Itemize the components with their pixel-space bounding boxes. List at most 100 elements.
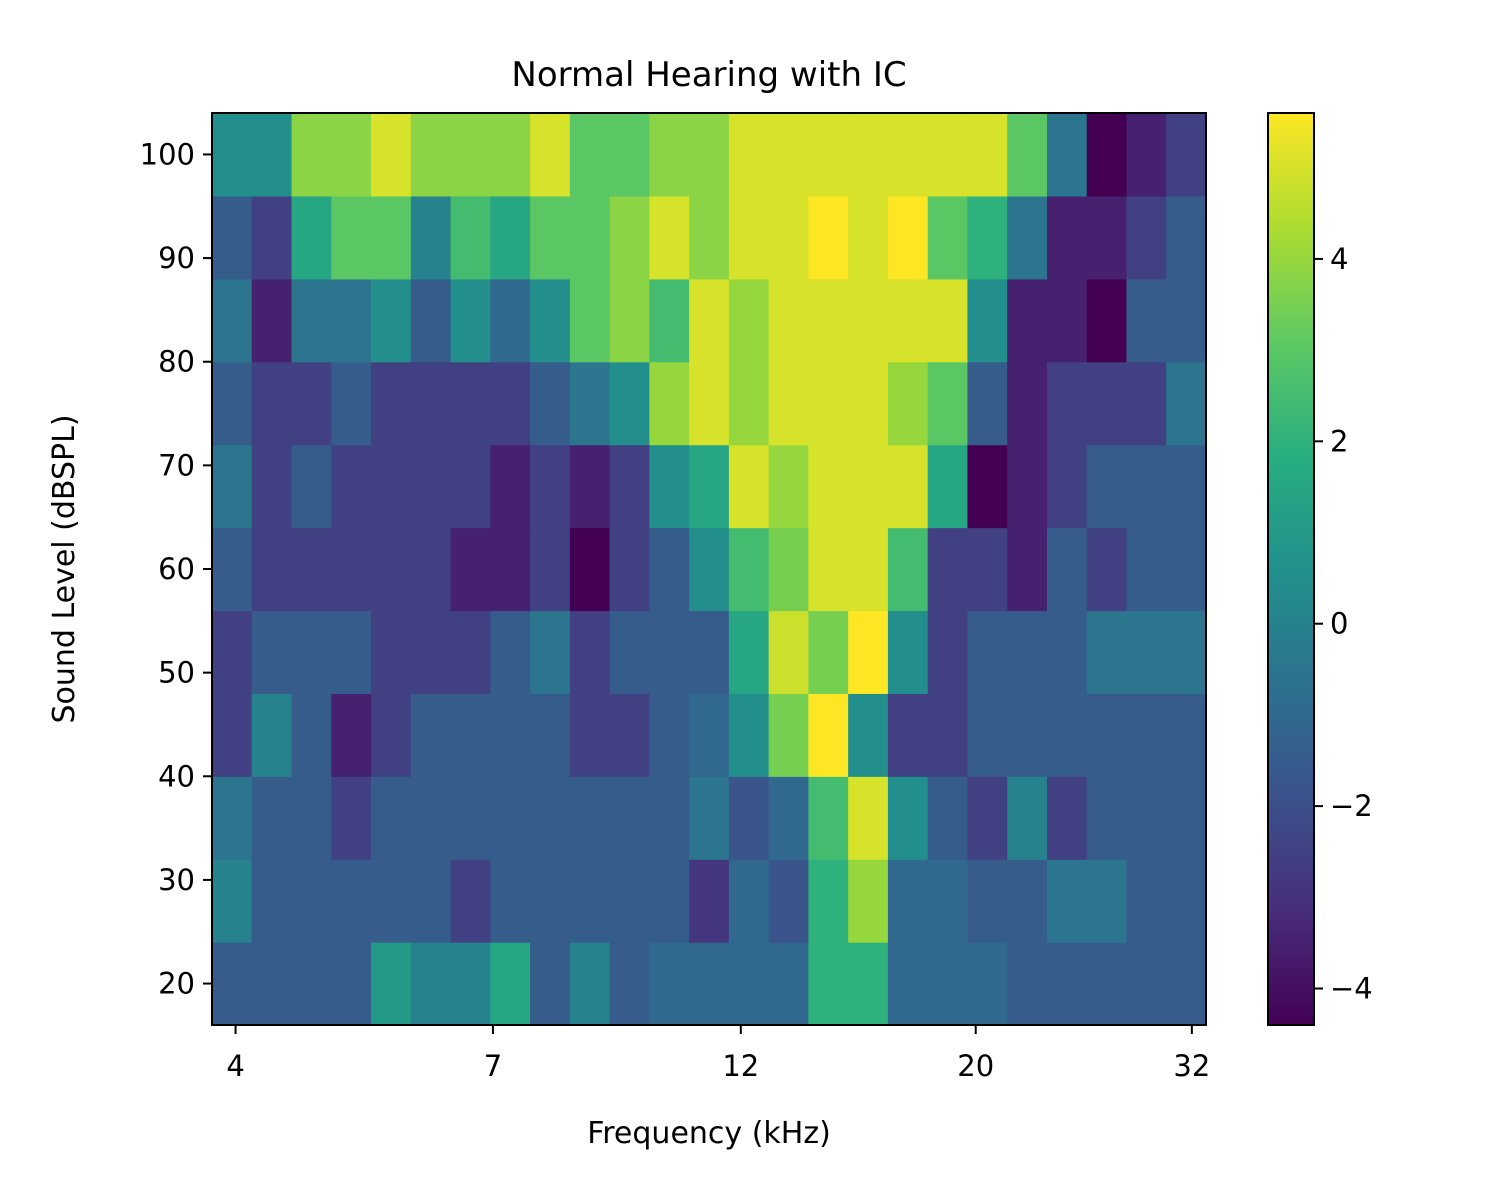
heatmap-cell bbox=[887, 444, 929, 529]
heatmap-cell bbox=[490, 610, 531, 694]
heatmap-cell bbox=[848, 610, 889, 694]
heatmap-cell bbox=[371, 859, 412, 943]
heatmap-cell bbox=[967, 693, 1008, 777]
heatmap-cell bbox=[689, 361, 730, 446]
heatmap-cell bbox=[887, 693, 929, 777]
heatmap-cell bbox=[569, 527, 611, 612]
heatmap-cell bbox=[410, 361, 452, 446]
heatmap-cell bbox=[530, 942, 571, 1026]
chart-title: Normal Hearing with IC bbox=[511, 55, 906, 95]
heatmap-cell bbox=[331, 527, 372, 612]
heatmap-cell bbox=[1166, 195, 1207, 280]
heatmap-cell bbox=[291, 444, 332, 529]
heatmap-cell bbox=[251, 942, 293, 1026]
heatmap-cell bbox=[808, 610, 849, 694]
heatmap-cell bbox=[371, 610, 412, 694]
heatmap-cell bbox=[450, 278, 491, 363]
heatmap-cell bbox=[848, 942, 889, 1026]
heatmap-cell bbox=[1046, 195, 1088, 280]
heatmap-cell bbox=[1046, 610, 1088, 694]
heatmap-cell bbox=[848, 444, 889, 529]
heatmap-cell bbox=[410, 776, 452, 860]
heatmap-cell bbox=[212, 113, 253, 197]
heatmap-cell bbox=[927, 527, 969, 612]
y-tick-label: 80 bbox=[158, 345, 195, 379]
heatmap-cell bbox=[689, 195, 730, 280]
heatmap-cell bbox=[927, 859, 969, 943]
heatmap-cell bbox=[410, 693, 452, 777]
heatmap-cell bbox=[1086, 859, 1128, 943]
heatmap-cell bbox=[410, 444, 452, 529]
heatmap-cell bbox=[212, 195, 253, 280]
heatmap-cell bbox=[212, 942, 253, 1026]
heatmap-cell bbox=[530, 859, 571, 943]
heatmap-cell bbox=[848, 693, 889, 777]
heatmap-cell bbox=[490, 942, 531, 1026]
heatmap-cell bbox=[371, 278, 412, 363]
heatmap-cell bbox=[848, 859, 889, 943]
heatmap-cell bbox=[808, 942, 849, 1026]
heatmap-cell bbox=[410, 610, 452, 694]
heatmap-cell bbox=[212, 859, 253, 943]
heatmap-cell bbox=[1126, 776, 1167, 860]
heatmap-cell bbox=[1046, 942, 1088, 1026]
heatmap-cell bbox=[728, 693, 770, 777]
heatmap-cell bbox=[689, 527, 730, 612]
colorbar-tick-label: 2 bbox=[1330, 424, 1348, 458]
heatmap-cell bbox=[1007, 444, 1048, 529]
heatmap-cell bbox=[967, 278, 1008, 363]
heatmap-cell bbox=[450, 942, 491, 1026]
heatmap-cell bbox=[1046, 444, 1088, 529]
x-axis-label: Frequency (kHz) bbox=[587, 1116, 831, 1151]
heatmap-cell bbox=[1007, 278, 1048, 363]
heatmap-cell bbox=[1166, 527, 1207, 612]
heatmap-cell bbox=[649, 610, 690, 694]
heatmap-cell bbox=[530, 113, 571, 197]
heatmap-cell bbox=[887, 776, 929, 860]
heatmap-cell bbox=[768, 113, 809, 197]
heatmap-cell bbox=[887, 942, 929, 1026]
heatmap-cell bbox=[728, 527, 770, 612]
heatmap-cell bbox=[530, 527, 571, 612]
heatmap-cell bbox=[212, 776, 253, 860]
heatmap-cell bbox=[1086, 693, 1128, 777]
y-tick-label: 70 bbox=[158, 448, 195, 482]
y-axis-ticks: 20 30 40 50 60 70 80 90 100 bbox=[140, 137, 212, 1001]
heatmap-cell bbox=[530, 444, 571, 529]
heatmap-cell bbox=[212, 278, 253, 363]
heatmap-cell bbox=[609, 361, 650, 446]
heatmap-cell bbox=[371, 361, 412, 446]
heatmap-cell bbox=[1166, 610, 1207, 694]
heatmap-cell bbox=[808, 361, 849, 446]
heatmap-cell bbox=[1086, 942, 1128, 1026]
heatmap-cell bbox=[251, 610, 293, 694]
heatmap-cell bbox=[1126, 693, 1167, 777]
heatmap-cell bbox=[768, 527, 809, 612]
heatmap-cell bbox=[450, 693, 491, 777]
heatmap-cell bbox=[609, 195, 650, 280]
heatmap-cell bbox=[887, 527, 929, 612]
heatmap-cell bbox=[530, 278, 571, 363]
y-tick-label: 20 bbox=[158, 967, 195, 1001]
y-tick-label: 40 bbox=[158, 759, 195, 793]
heatmap-cell bbox=[291, 113, 332, 197]
heatmap-cell bbox=[927, 776, 969, 860]
heatmap-cell bbox=[331, 776, 372, 860]
heatmap-cell bbox=[569, 278, 611, 363]
heatmap-cell bbox=[331, 361, 372, 446]
heatmap-cell bbox=[649, 195, 690, 280]
heatmap-cell bbox=[291, 776, 332, 860]
heatmap-cell bbox=[887, 361, 929, 446]
heatmap-cell bbox=[689, 113, 730, 197]
x-tick-label: 4 bbox=[226, 1049, 244, 1083]
heatmap-cell bbox=[1166, 361, 1207, 446]
heatmap-cell bbox=[1126, 195, 1167, 280]
colorbar-tick-label: −2 bbox=[1330, 789, 1373, 823]
colorbar-tick-label: 4 bbox=[1330, 242, 1348, 276]
heatmap-cell bbox=[291, 195, 332, 280]
heatmap-cell bbox=[569, 444, 611, 529]
heatmap-cell bbox=[609, 113, 650, 197]
heatmap-cell bbox=[1007, 527, 1048, 612]
heatmap-cell bbox=[371, 527, 412, 612]
heatmap-cell bbox=[689, 859, 730, 943]
